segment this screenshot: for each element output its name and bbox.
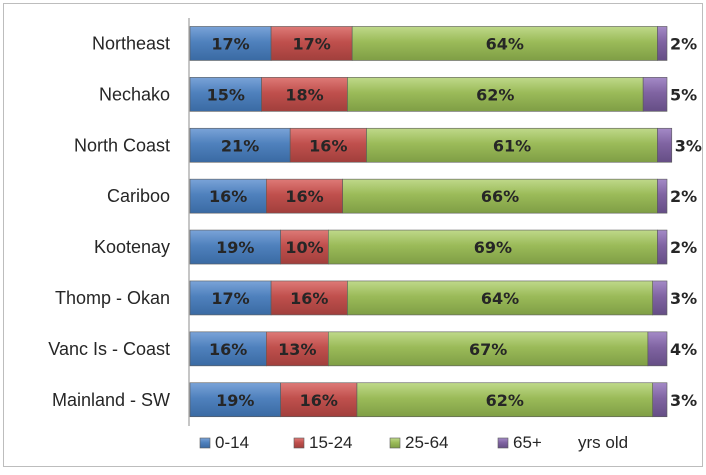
legend-label-15-24: 15-24 <box>309 433 352 452</box>
data-label-65+: 3% <box>675 136 702 155</box>
data-label-0-14: 19% <box>216 238 254 257</box>
bar-segment-25-64 <box>347 280 653 316</box>
data-label-65+: 2% <box>670 238 697 257</box>
bar-segment-25-64 <box>328 229 658 265</box>
category-label: Nechako <box>99 84 170 104</box>
legend-swatch-65+ <box>497 437 509 449</box>
data-label-0-14: 21% <box>221 136 259 155</box>
data-label-65+: 3% <box>670 391 697 410</box>
bar-segment-15-24 <box>266 178 343 214</box>
bar-segment-15-24 <box>289 127 367 163</box>
data-label-25-64: 69% <box>474 238 512 257</box>
category-label: Vanc Is - Coast <box>48 339 170 359</box>
data-label-65+: 3% <box>670 289 697 308</box>
bar-segment-65+ <box>652 382 668 418</box>
data-label-25-64: 62% <box>476 85 514 104</box>
category-label: Kootenay <box>94 237 170 257</box>
chart-frame: Northeast 17% 17% 64% 2% Nechako 15% 18% 62% 5% No… <box>3 3 703 467</box>
bar-area: Northeast 17% 17% 64% 2% Nechako 15% 18% 62% 5% No… <box>48 26 702 418</box>
data-label-0-14: 16% <box>209 187 247 206</box>
data-label-0-14: 19% <box>216 391 254 410</box>
bar-segment-15-24 <box>270 26 353 61</box>
data-label-25-64: 67% <box>469 340 507 359</box>
bar-segment-25-64 <box>351 26 658 61</box>
legend-label-0-14: 0-14 <box>215 433 249 452</box>
bar-segment-25-64 <box>328 331 649 367</box>
bar-segment-65+ <box>652 280 668 316</box>
bar-segment-25-64 <box>347 77 644 112</box>
bar-segment-15-24 <box>280 229 329 265</box>
data-label-15-24: 16% <box>290 289 328 308</box>
bar-segment-25-64 <box>342 178 658 214</box>
data-label-15-24: 16% <box>285 187 323 206</box>
data-label-0-14: 17% <box>211 34 249 53</box>
legend-suffix: yrs old <box>578 433 628 452</box>
category-label: Northeast <box>92 33 170 53</box>
legend-label-25-64: 25-64 <box>405 433 448 452</box>
bar-segment-65+ <box>657 178 668 214</box>
bar-segment-65+ <box>647 331 668 367</box>
bar-segment-0-14 <box>189 382 281 418</box>
bar-segment-0-14 <box>189 229 281 265</box>
stacked-bar-chart: Northeast 17% 17% 64% 2% Nechako 15% 18% 62% 5% No… <box>48 18 702 452</box>
legend-label-65+: 65+ <box>513 433 542 452</box>
data-label-15-24: 17% <box>292 34 330 53</box>
data-label-25-64: 66% <box>481 187 519 206</box>
data-label-0-14: 15% <box>207 85 245 104</box>
bar-segment-0-14 <box>189 280 272 316</box>
bar-segment-0-14 <box>189 26 272 61</box>
data-label-0-14: 17% <box>211 289 249 308</box>
data-label-15-24: 16% <box>300 391 338 410</box>
data-label-25-64: 64% <box>486 34 524 53</box>
legend-swatch-25-64 <box>389 437 401 449</box>
bar-segment-0-14 <box>189 331 267 367</box>
data-label-0-14: 16% <box>209 340 247 359</box>
legend-swatch-15-24 <box>293 437 305 449</box>
category-label: Mainland - SW <box>52 390 170 410</box>
data-label-65+: 2% <box>670 187 697 206</box>
bar-segment-25-64 <box>356 382 653 418</box>
bar-segment-15-24 <box>266 331 329 367</box>
category-label: North Coast <box>74 135 170 155</box>
bar-segment-65+ <box>657 229 668 265</box>
legend: 0-14 15-24 25-64 65+ yrs old <box>199 433 628 452</box>
bar-segment-65+ <box>657 127 673 163</box>
data-label-25-64: 62% <box>486 391 524 410</box>
bar-segment-65+ <box>642 77 668 112</box>
bar-segment-25-64 <box>366 127 658 163</box>
bar-segment-0-14 <box>189 178 267 214</box>
bar-segment-15-24 <box>280 382 358 418</box>
data-label-15-24: 18% <box>285 85 323 104</box>
category-label: Cariboo <box>107 186 170 206</box>
bar-segment-15-24 <box>270 280 348 316</box>
data-label-65+: 4% <box>670 340 697 359</box>
data-label-15-24: 10% <box>285 238 323 257</box>
legend-swatch-0-14 <box>199 437 211 449</box>
data-label-25-64: 61% <box>493 136 531 155</box>
data-label-15-24: 13% <box>278 340 316 359</box>
data-label-65+: 2% <box>670 34 697 53</box>
bar-segment-65+ <box>657 26 668 61</box>
data-label-15-24: 16% <box>309 136 347 155</box>
category-label: Thomp - Okan <box>55 288 170 308</box>
data-label-65+: 5% <box>670 85 697 104</box>
data-label-25-64: 64% <box>481 289 519 308</box>
